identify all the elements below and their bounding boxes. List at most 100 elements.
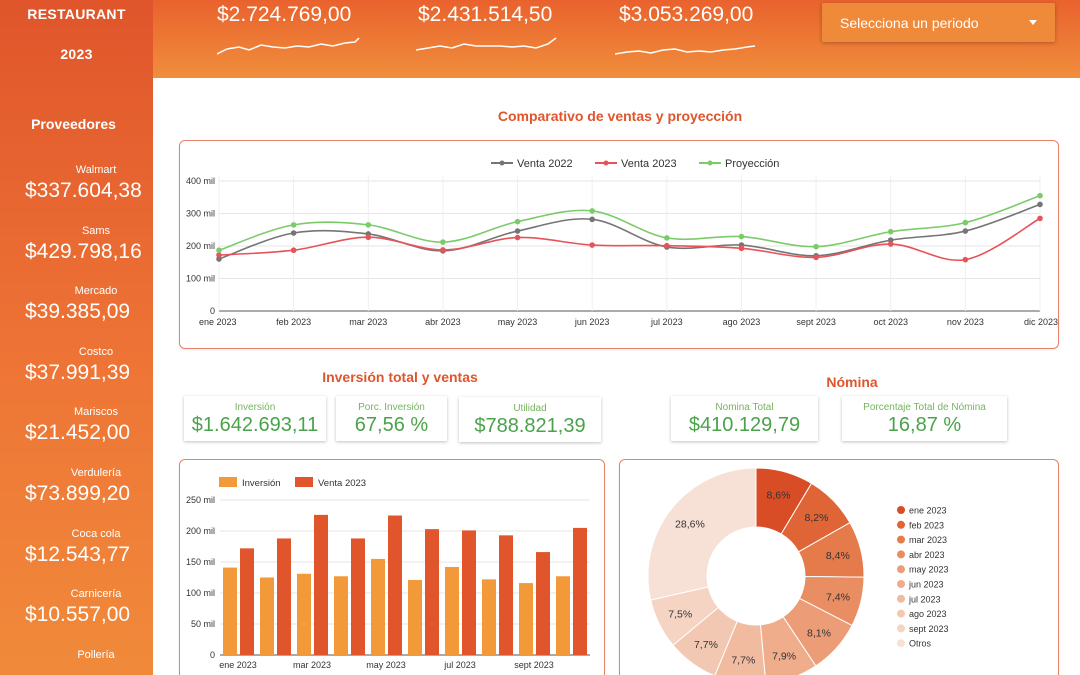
data-point[interactable] xyxy=(514,228,521,234)
data-point[interactable] xyxy=(216,247,222,254)
series-line xyxy=(218,194,1041,251)
data-point[interactable] xyxy=(962,228,969,234)
data-point[interactable] xyxy=(664,235,670,241)
series-line xyxy=(218,217,1041,262)
legend-item[interactable]: sept 2023 xyxy=(897,624,949,634)
legend-item[interactable]: jun 2023 xyxy=(897,580,944,590)
donut-slice[interactable] xyxy=(647,467,757,601)
svg-text:Venta 2022: Venta 2022 xyxy=(517,158,573,170)
data-point[interactable] xyxy=(290,230,297,236)
data-point[interactable] xyxy=(813,243,819,250)
data-point[interactable] xyxy=(514,234,521,241)
scorecard-label: Nomina Total xyxy=(715,402,774,413)
bar[interactable] xyxy=(408,579,422,655)
svg-text:feb 2023: feb 2023 xyxy=(909,520,944,530)
data-point[interactable] xyxy=(887,241,894,247)
data-point[interactable] xyxy=(738,245,745,252)
data-point[interactable] xyxy=(664,242,670,249)
data-point[interactable] xyxy=(589,242,595,248)
legend-item[interactable]: mar 2023 xyxy=(897,535,947,545)
x-tick-label: sept 2023 xyxy=(514,660,554,670)
sales-comparison-title: Comparativo de ventas y proyección xyxy=(497,108,743,124)
data-point[interactable] xyxy=(440,247,446,253)
x-tick-label: feb 2023 xyxy=(276,317,311,327)
scorecard-value: $410.129,79 xyxy=(688,414,801,436)
data-point[interactable] xyxy=(887,228,894,235)
bar[interactable] xyxy=(351,538,365,655)
slice-label: 7,7% xyxy=(731,655,755,667)
x-tick-label: jun 2023 xyxy=(574,317,610,327)
data-point[interactable] xyxy=(216,256,222,262)
legend-item[interactable]: Venta 2023 xyxy=(295,477,366,489)
slice-label: 7,9% xyxy=(772,651,796,663)
donut-slice[interactable] xyxy=(759,616,817,675)
data-point[interactable] xyxy=(962,256,969,263)
bar[interactable] xyxy=(260,577,274,656)
data-point[interactable] xyxy=(962,219,969,226)
data-point[interactable] xyxy=(514,218,521,225)
data-point[interactable] xyxy=(365,222,372,228)
bar[interactable] xyxy=(482,579,496,655)
slice-label: 8,1% xyxy=(807,627,831,639)
bar[interactable] xyxy=(314,514,328,655)
bar[interactable] xyxy=(536,552,550,655)
data-point[interactable] xyxy=(813,254,819,261)
data-point[interactable] xyxy=(1037,215,1043,222)
series-line xyxy=(218,203,1041,260)
bar[interactable] xyxy=(445,566,459,655)
bar[interactable] xyxy=(297,573,311,655)
data-point[interactable] xyxy=(365,234,372,241)
legend-item[interactable]: Venta 2023 xyxy=(595,158,677,170)
legend-item[interactable]: Venta 2022 xyxy=(491,158,573,170)
bar[interactable] xyxy=(277,538,291,655)
data-point[interactable] xyxy=(440,239,446,245)
legend-item[interactable]: Proyección xyxy=(699,158,779,170)
period-selector[interactable]: Selecciona un periodo xyxy=(822,3,1055,42)
data-point[interactable] xyxy=(887,237,894,243)
legend-item[interactable]: feb 2023 xyxy=(897,520,944,530)
svg-text:Proyección: Proyección xyxy=(725,158,779,170)
svg-text:Venta 2023: Venta 2023 xyxy=(621,158,677,170)
bar[interactable] xyxy=(371,558,385,655)
legend-item[interactable]: may 2023 xyxy=(897,565,949,575)
legend-item[interactable]: ene 2023 xyxy=(897,506,947,516)
bar[interactable] xyxy=(556,576,570,655)
donut-slice[interactable] xyxy=(714,620,766,675)
supplier-name: Walmart xyxy=(75,164,117,176)
investment-bar-chart: Inversión Venta 2023 0 50 mil 100 mil 150 mil… xyxy=(186,477,590,670)
bar[interactable] xyxy=(240,548,254,655)
bar[interactable] xyxy=(519,583,533,655)
data-point[interactable] xyxy=(1037,192,1043,199)
data-point[interactable] xyxy=(738,233,745,240)
data-point[interactable] xyxy=(1037,201,1043,208)
data-point[interactable] xyxy=(589,208,595,214)
legend-item[interactable]: ago 2023 xyxy=(897,609,947,619)
bar[interactable] xyxy=(223,567,237,655)
legend-item[interactable]: jul 2023 xyxy=(897,594,941,604)
bar[interactable] xyxy=(388,515,402,656)
data-point[interactable] xyxy=(589,216,595,223)
legend-item[interactable]: abr 2023 xyxy=(897,550,945,560)
x-tick-label: may 2023 xyxy=(366,660,406,670)
bar[interactable] xyxy=(499,535,513,655)
bar[interactable] xyxy=(462,530,476,655)
svg-text:may 2023: may 2023 xyxy=(909,565,949,575)
x-tick-label: dic 2023 xyxy=(1024,317,1058,327)
data-point[interactable] xyxy=(216,252,222,258)
x-tick-label: ene 2023 xyxy=(199,317,237,327)
investment-sales-title: Inversión total y ventas xyxy=(322,369,478,385)
legend-item[interactable]: Otros xyxy=(897,639,932,649)
svg-text:jul 2023: jul 2023 xyxy=(908,594,941,604)
legend-item[interactable]: Inversión xyxy=(219,477,281,489)
slice-label: 7,7% xyxy=(694,639,718,651)
data-point[interactable] xyxy=(290,222,297,228)
bar[interactable] xyxy=(573,527,587,655)
y-tick-label: 100 mil xyxy=(186,588,215,598)
bar[interactable] xyxy=(425,529,439,655)
supplier-amount: $73.899,20 xyxy=(25,482,131,505)
data-point[interactable] xyxy=(290,247,297,254)
svg-text:ene 2023: ene 2023 xyxy=(909,506,947,516)
svg-text:Otros: Otros xyxy=(909,639,932,649)
bar[interactable] xyxy=(334,576,348,655)
kpi-sparkline-2 xyxy=(416,37,557,51)
